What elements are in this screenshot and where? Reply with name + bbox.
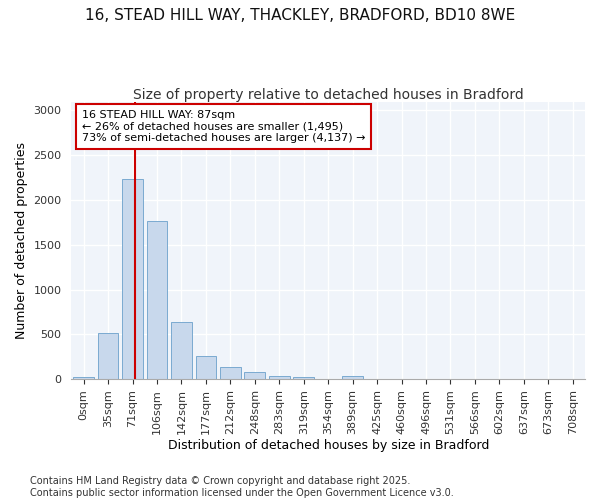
Text: 16 STEAD HILL WAY: 87sqm
← 26% of detached houses are smaller (1,495)
73% of sem: 16 STEAD HILL WAY: 87sqm ← 26% of detach…	[82, 110, 365, 143]
Bar	[244, 372, 265, 379]
Bar	[171, 322, 192, 379]
Bar	[73, 378, 94, 379]
Y-axis label: Number of detached properties: Number of detached properties	[15, 142, 28, 339]
Text: Contains HM Land Registry data © Crown copyright and database right 2025.
Contai: Contains HM Land Registry data © Crown c…	[30, 476, 454, 498]
Bar	[220, 366, 241, 379]
Bar	[98, 332, 118, 379]
Bar	[269, 376, 290, 379]
Bar	[342, 376, 363, 379]
Bar	[196, 356, 217, 379]
Bar	[293, 377, 314, 379]
Title: Size of property relative to detached houses in Bradford: Size of property relative to detached ho…	[133, 88, 524, 102]
Bar	[122, 180, 143, 379]
Text: 16, STEAD HILL WAY, THACKLEY, BRADFORD, BD10 8WE: 16, STEAD HILL WAY, THACKLEY, BRADFORD, …	[85, 8, 515, 22]
X-axis label: Distribution of detached houses by size in Bradford: Distribution of detached houses by size …	[167, 440, 489, 452]
Bar	[146, 222, 167, 379]
